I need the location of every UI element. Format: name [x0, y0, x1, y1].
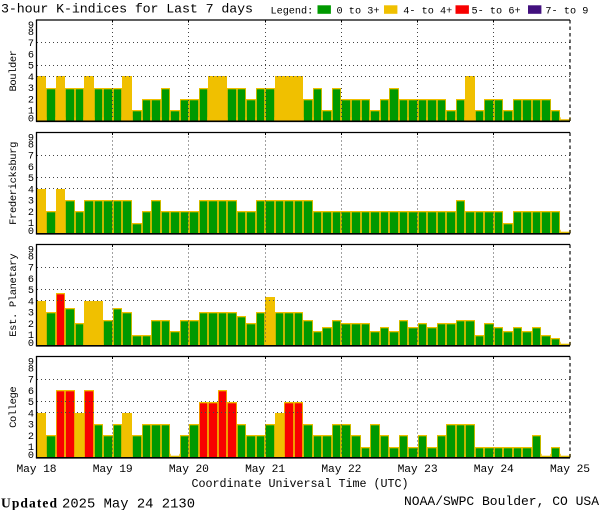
svg-text:May 18: May 18 [17, 464, 57, 476]
svg-text:8: 8 [28, 252, 34, 263]
svg-text:NOAA/SWPC Boulder, CO USA: NOAA/SWPC Boulder, CO USA [404, 494, 599, 509]
svg-text:5: 5 [28, 286, 34, 297]
svg-text:2: 2 [28, 208, 34, 219]
svg-text:May 24: May 24 [474, 464, 514, 476]
svg-text:7: 7 [28, 264, 34, 275]
svg-text:May 21: May 21 [245, 464, 285, 476]
svg-text:6: 6 [28, 387, 34, 398]
svg-text:9: 9 [28, 133, 34, 144]
svg-text:4- to 4+: 4- to 4+ [403, 7, 452, 18]
svg-text:2025 May 24 2130: 2025 May 24 2130 [62, 498, 195, 510]
svg-text:5: 5 [28, 398, 34, 409]
svg-text:Boulder: Boulder [8, 50, 20, 92]
svg-text:Coordinate Universal Time (UTC: Coordinate Universal Time (UTC) [192, 477, 409, 491]
svg-text:2: 2 [28, 95, 34, 106]
svg-text:1: 1 [28, 219, 34, 230]
svg-text:5: 5 [28, 174, 34, 185]
svg-text:9: 9 [28, 245, 34, 256]
svg-text:May 19: May 19 [93, 464, 133, 476]
svg-text:3: 3 [28, 84, 34, 95]
svg-text:0: 0 [28, 339, 34, 350]
svg-text:4: 4 [28, 409, 34, 420]
svg-text:5- to 6+: 5- to 6+ [472, 7, 521, 18]
svg-text:College: College [8, 386, 20, 428]
svg-text:May 25: May 25 [550, 464, 590, 476]
svg-text:8: 8 [28, 364, 34, 375]
svg-text:2: 2 [28, 320, 34, 331]
svg-text:3: 3 [28, 309, 34, 320]
svg-text:May 20: May 20 [169, 464, 209, 476]
svg-text:3-hour K-indices for Last 7 da: 3-hour K-indices for Last 7 days [1, 2, 253, 17]
svg-text:7: 7 [28, 376, 34, 387]
svg-text:8: 8 [28, 28, 34, 39]
svg-text:4: 4 [28, 297, 34, 308]
svg-text:2: 2 [28, 432, 34, 443]
svg-text:5: 5 [28, 62, 34, 73]
svg-text:8: 8 [28, 140, 34, 151]
svg-text:3: 3 [28, 197, 34, 208]
svg-text:May 23: May 23 [398, 464, 438, 476]
svg-text:May 22: May 22 [321, 464, 361, 476]
svg-text:0 to 3+: 0 to 3+ [337, 7, 380, 18]
svg-text:Legend:: Legend: [271, 6, 314, 18]
svg-text:6: 6 [28, 50, 34, 61]
svg-text:7- to 9: 7- to 9 [545, 7, 588, 18]
svg-text:1: 1 [28, 331, 34, 342]
svg-text:4: 4 [28, 73, 34, 84]
svg-text:Updated: Updated [1, 496, 57, 510]
svg-text:7: 7 [28, 152, 34, 163]
svg-text:0: 0 [28, 227, 34, 238]
svg-text:3: 3 [28, 421, 34, 432]
svg-text:4: 4 [28, 185, 34, 196]
svg-text:Fredericksburg: Fredericksburg [8, 142, 20, 225]
svg-text:1: 1 [28, 443, 34, 454]
svg-text:7: 7 [28, 39, 34, 50]
svg-text:6: 6 [28, 275, 34, 286]
svg-text:9: 9 [28, 21, 34, 32]
svg-text:0: 0 [28, 451, 34, 462]
svg-text:9: 9 [28, 357, 34, 368]
svg-text:0: 0 [28, 115, 34, 126]
svg-text:Est. Planetary: Est. Planetary [8, 253, 20, 336]
svg-text:6: 6 [28, 163, 34, 174]
svg-text:1: 1 [28, 107, 34, 118]
